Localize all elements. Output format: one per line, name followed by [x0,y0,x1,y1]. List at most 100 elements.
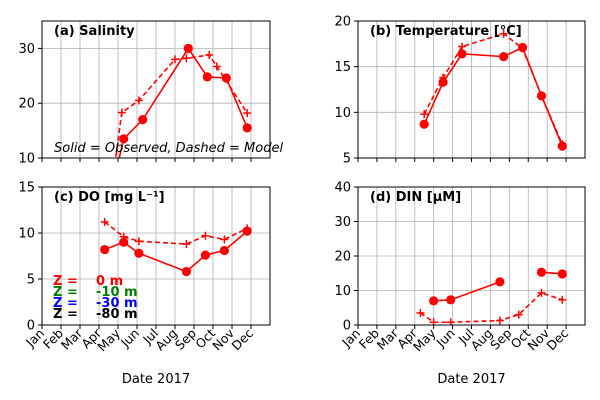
data-point [205,50,214,59]
data-point [202,72,212,82]
series-line [114,54,248,158]
data-point [558,140,567,149]
data-point [220,235,229,244]
x-tick-label: Jun [117,326,142,351]
legend-label: Z = [53,285,78,300]
x-tick-label: Dec [543,325,571,353]
legend-label: Z = [53,307,78,322]
data-point [243,109,252,118]
legend-label: Z = [53,274,78,289]
data-point [537,91,546,100]
data-point [134,96,143,105]
data-point [499,52,509,62]
x-tick-label: Dec [228,325,256,353]
y-tick-label: 10 [18,227,35,242]
data-point [419,119,429,129]
data-point [416,308,425,317]
data-point [201,231,210,240]
panel-1: 10 20 30 (a) Salinity Solid = Observed, Dash… [18,20,283,167]
panel-title: (a) Salinity [54,24,135,39]
grid [357,20,585,159]
data-point [100,244,110,255]
data-point [514,310,523,319]
series-line [118,46,248,158]
legend-value: -30 m [96,296,138,311]
panel-3: 051015JanFebMarAprMayJunJulAugSepOctNovD… [18,181,271,387]
data-point [536,267,547,277]
data-point [181,267,191,277]
series-line [423,32,564,145]
panel-title: (c) DO [mg L⁻¹] [54,190,165,205]
x-axis-label: Date 2017 [122,372,190,387]
y-tick-label: 10 [334,106,351,121]
data-point [446,295,456,305]
data-point [119,134,129,144]
data-point [100,217,109,226]
y-tick-label: 5 [27,273,35,288]
y-tick-label: 15 [334,60,351,75]
series-dashed-1 [420,29,567,149]
data-point [499,29,508,38]
data-point [518,44,527,53]
data-point [242,123,252,133]
series-dashed-1 [100,217,252,249]
y-tick-label: 20 [334,15,351,30]
data-point [119,232,128,241]
legend-value: 0 m [96,274,123,289]
data-point [537,288,546,297]
series-solid-1 [536,267,567,279]
legend-value: -10 m [96,285,138,300]
y-tick-label: 30 [18,42,35,57]
data-point [495,277,505,287]
data-point [438,77,448,87]
data-point [219,245,229,256]
data-point [138,115,148,125]
data-point [134,237,143,246]
series-dashed-2 [416,288,567,325]
data-point [429,296,439,306]
data-point [439,73,448,82]
series-line [419,292,563,324]
series-solid-0 [118,43,252,158]
data-point [557,269,567,279]
series-solid-0 [429,277,505,306]
y-tick-label: 30 [334,215,351,230]
series-solid-0 [419,42,567,151]
panel-4: 010203040JanFebMarAprMayJunJulAugSepOctN… [334,181,586,387]
series-dashed-1 [114,50,252,158]
data-point [182,240,191,249]
data-point [212,62,221,71]
x-tick-label: Jun [433,326,458,351]
x-axis-label: Date 2017 [437,372,505,387]
data-point [558,295,567,304]
data-point [495,316,504,325]
panel-title: (b) Temperature [°C] [370,24,522,39]
data-point [171,55,179,64]
series-line [433,281,501,302]
y-tick-label: 40 [334,181,351,196]
panel-2: 5 10 15 20 (b) Temperature [°C] [334,15,586,167]
y-tick-label: 0 [27,319,35,334]
data-point [458,42,467,51]
y-tick-label: 5 [343,152,351,167]
data-point [119,237,129,247]
grid [357,186,585,326]
data-point [420,110,429,119]
data-point [183,43,193,54]
legend-value: -80 m [96,307,138,322]
data-point [200,250,210,260]
y-tick-label: 15 [18,181,35,196]
grid [41,21,270,159]
y-tick-label: 20 [18,97,35,112]
panel-annotation: Solid = Observed, Dashed = Model [54,141,283,156]
y-tick-label: 10 [18,152,35,167]
data-point [117,108,126,117]
depth-legend: Z = 0 m Z = -10 m Z = -30 m Z = -80 m [53,274,138,322]
series-solid-0 [100,226,252,277]
y-tick-label: 20 [334,250,351,265]
data-point [134,248,144,258]
legend-label: Z = [53,296,78,311]
data-point [221,73,231,83]
data-point [182,54,191,63]
